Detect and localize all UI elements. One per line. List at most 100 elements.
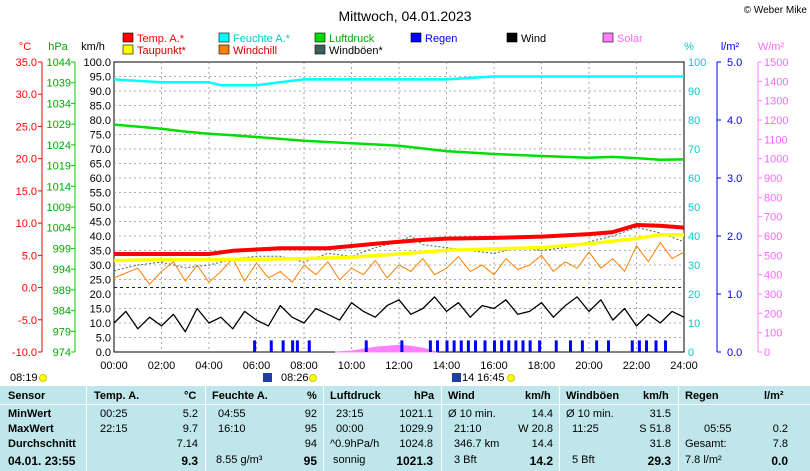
legend-label: Feuchte A.* [233, 33, 291, 45]
humidity-tick-label: 50 [688, 202, 700, 214]
table-divider [86, 386, 87, 471]
pressure-tick-label: 989 [53, 285, 71, 297]
rain-bar [569, 340, 572, 352]
temp-tick-label: 5.0 [22, 250, 37, 262]
wind-tick-label: 15.0 [90, 304, 111, 316]
legend-label: Windchill [233, 45, 277, 57]
legend: Temp. A.* Feuchte A.* Luftdruck Regen Wind So… [122, 32, 643, 57]
rain-bar [474, 340, 477, 352]
solar-tick-label: 200 [764, 308, 782, 320]
moonrise-time: 08:26 [281, 372, 309, 384]
rain-bar [507, 340, 511, 352]
table-cell: 8.55 g/m³ [216, 454, 263, 466]
row-label-current: 04.01. 23:55 [8, 454, 76, 468]
table-cell: 7.8 l/m² [685, 454, 722, 466]
axis-title-wind: km/h [81, 41, 105, 53]
table-header-pressure: Luftdruck [330, 390, 381, 402]
solar-tick-label: 100 [764, 328, 782, 340]
rain-bar [452, 340, 456, 352]
table-cell: Gesamt: [685, 438, 727, 450]
wind-tick-label: 35.0 [90, 246, 111, 258]
rain-bar [654, 340, 658, 352]
table-cell: ^0.9hPa/h [330, 438, 380, 450]
x-tick-label: 14:00 [433, 360, 461, 372]
series-feuchte-a-line [113, 75, 684, 87]
legend-label: Taupunkt* [137, 45, 187, 57]
rain-bar [295, 340, 299, 352]
temp-tick-label: 30.0 [16, 89, 37, 101]
solar-tick-label: 300 [764, 289, 782, 301]
wind-tick-label: 20.0 [90, 289, 111, 301]
legend-label: Windböen* [329, 45, 384, 57]
table-cell: 31.5 [649, 408, 671, 420]
right-axes: 10090807060504030201005.04.03.02.01.00.0… [688, 57, 788, 359]
rain-bar [554, 340, 558, 352]
wind-tick-label: 30.0 [90, 260, 111, 272]
legend-swatch [314, 32, 326, 43]
rain-tick-label: 3.0 [727, 173, 742, 185]
table-cell: 05:55 [704, 423, 732, 435]
table-divider [323, 386, 324, 471]
rain-bar [630, 340, 634, 352]
axis-title-temp: °C [19, 41, 31, 53]
rain-tick-label: 5.0 [727, 57, 742, 69]
pressure-tick-label: 1044 [47, 57, 71, 69]
wind-tick-label: 65.0 [90, 159, 111, 171]
wind-tick-label: 50.0 [90, 202, 111, 214]
table-cell: 3 Bft [454, 454, 477, 466]
table-header-rain: Regen [685, 390, 719, 402]
x-axis: 00:00 02:00 04:00 06:00 08:00 10:00 12:00 14:00… [100, 360, 698, 372]
table-cell: sonnig [333, 454, 366, 466]
table-header-sensor: Sensor [8, 390, 46, 402]
weather-chart: Mittwoch, 04.01.2023 © Weber Mike Temp. … [10, 5, 808, 384]
wind-tick-label: 5.0 [96, 333, 111, 345]
rain-bar [637, 340, 641, 352]
table-cell: 1024.8 [399, 438, 433, 450]
table-cell: 23:15 [336, 408, 364, 420]
solar-tick-label: 1200 [764, 115, 788, 127]
table-header-temp-unit: °C [184, 390, 197, 402]
table-cell: 1021.1 [399, 408, 433, 420]
sun-icon [507, 374, 515, 382]
rain-tick-label: 4.0 [727, 115, 742, 127]
x-tick-label: 08:00 [290, 360, 318, 372]
solar-tick-label: 1400 [764, 76, 788, 88]
table-cell: 1029.9 [399, 423, 433, 435]
pressure-tick-label: 999 [53, 243, 71, 255]
table-cell: 21:10 [454, 423, 482, 435]
humidity-tick-label: 20 [688, 289, 700, 301]
wind-tick-label: 25.0 [90, 275, 111, 287]
moon-icon [452, 373, 461, 382]
table-header-humidity-unit: % [307, 390, 317, 402]
table-header-rain-unit: l/m² [764, 390, 784, 402]
rain-bar [500, 340, 504, 352]
table-cell: 346.7 km [454, 438, 500, 450]
legend-swatch [506, 32, 518, 43]
x-tick-label: 24:00 [670, 360, 698, 372]
pressure-tick-label: 1024 [47, 140, 71, 152]
solar-tick-label: 900 [764, 173, 782, 185]
legend-swatch [218, 44, 230, 55]
pressure-tick-label: 984 [53, 306, 71, 318]
legend-label: Wind [521, 33, 546, 45]
x-tick-label: 10:00 [338, 360, 366, 372]
pressure-tick-label: 1009 [47, 202, 71, 214]
table-cell: 0.0 [771, 454, 788, 468]
sun-icon [39, 374, 47, 382]
axis-titles: °C hPa km/h% l/m² W/m² [19, 41, 785, 53]
temp-tick-label: -5.0 [18, 315, 37, 327]
row-label-min: MinWert [8, 408, 52, 420]
rain-bar [307, 340, 311, 352]
x-tick-label: 22:00 [623, 360, 651, 372]
solar-tick-label: 0 [764, 347, 770, 359]
rain-bar [253, 340, 257, 352]
temp-tick-label: 15.0 [16, 186, 37, 198]
table-cell: 9.3 [181, 454, 198, 468]
table-cell: 95 [303, 454, 317, 468]
temp-tick-label: 0.0 [22, 283, 37, 295]
x-tick-label: 18:00 [528, 360, 556, 372]
wind-tick-label: 90.0 [90, 86, 111, 98]
rain-bar [514, 340, 518, 352]
sun-icon [309, 374, 317, 382]
pressure-tick-label: 1039 [47, 78, 71, 90]
